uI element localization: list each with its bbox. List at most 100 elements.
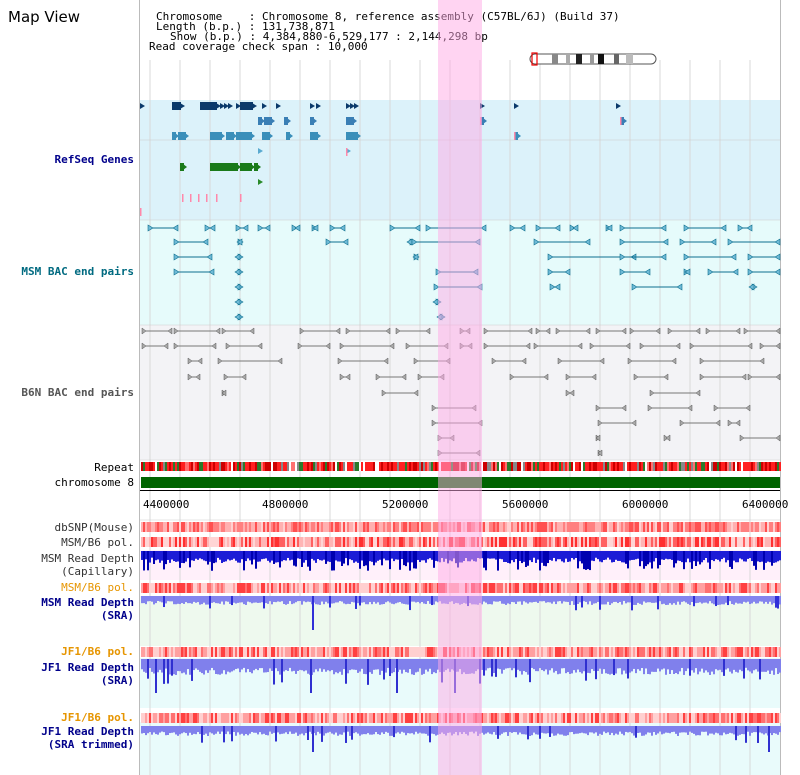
heat-cell bbox=[651, 583, 653, 593]
depth-bar bbox=[371, 596, 373, 605]
depth-bar bbox=[387, 551, 389, 561]
heat-cell bbox=[603, 713, 605, 723]
bac-end-left bbox=[257, 224, 264, 232]
heat-cell bbox=[429, 647, 431, 657]
depth-bar bbox=[203, 551, 205, 561]
depth-bar bbox=[581, 726, 583, 733]
depth-bar bbox=[601, 596, 603, 605]
heat-cell bbox=[337, 537, 339, 547]
heat-cell bbox=[509, 647, 511, 657]
heat-cell bbox=[543, 647, 545, 657]
depth-bar bbox=[611, 659, 613, 674]
depth-bar bbox=[255, 726, 257, 733]
repeat-element bbox=[249, 462, 251, 471]
depth-bar bbox=[265, 596, 267, 604]
depth-bar bbox=[769, 596, 771, 602]
depth-bar bbox=[385, 659, 387, 673]
gene-arrow bbox=[316, 103, 321, 109]
heat-cell bbox=[311, 537, 313, 547]
repeat-element bbox=[423, 462, 425, 471]
depth-bar bbox=[357, 659, 359, 673]
gene-exon bbox=[218, 163, 222, 171]
heat-cell bbox=[371, 522, 373, 532]
heat-cell bbox=[385, 522, 387, 532]
gene-arrow bbox=[514, 103, 519, 109]
depth-bar bbox=[697, 659, 699, 675]
repeat-element bbox=[507, 462, 509, 471]
depth-bar bbox=[301, 551, 303, 567]
depth-bar bbox=[615, 596, 617, 602]
depth-bar bbox=[673, 596, 675, 604]
heat-cell bbox=[509, 583, 511, 593]
depth-bar bbox=[287, 726, 289, 735]
repeat-element bbox=[503, 462, 505, 471]
selected-region-highlight[interactable] bbox=[438, 0, 482, 775]
depth-bar bbox=[267, 726, 269, 736]
depth-bar bbox=[675, 726, 677, 734]
b6n-end-left bbox=[705, 327, 711, 335]
heat-cell bbox=[167, 647, 169, 657]
depth-bar bbox=[601, 726, 603, 735]
depth-bar bbox=[165, 659, 167, 669]
repeat-element bbox=[425, 462, 427, 471]
depth-bar bbox=[227, 659, 229, 672]
heat-cell bbox=[291, 537, 293, 547]
heat-cell bbox=[321, 713, 323, 723]
depth-bar bbox=[427, 659, 429, 672]
heat-cell bbox=[239, 713, 241, 723]
heat-cell bbox=[351, 522, 353, 532]
heat-cell bbox=[273, 522, 275, 532]
heat-cell bbox=[723, 647, 725, 657]
depth-bar bbox=[233, 596, 235, 603]
heat-cell bbox=[637, 537, 639, 547]
heat-cell bbox=[685, 522, 687, 532]
heat-cell bbox=[559, 537, 561, 547]
depth-bar bbox=[759, 726, 761, 733]
heat-cell bbox=[725, 713, 727, 723]
depth-bar bbox=[289, 596, 291, 602]
b6n-end-right bbox=[597, 449, 603, 457]
coverage-value: 10,000 bbox=[327, 40, 368, 53]
heat-cell bbox=[239, 647, 241, 657]
heat-cell bbox=[605, 537, 607, 547]
depth-bar bbox=[339, 659, 341, 672]
depth-bar bbox=[145, 659, 147, 673]
depth-bar bbox=[649, 726, 651, 733]
heat-cell bbox=[243, 537, 245, 547]
heat-cell bbox=[767, 647, 769, 657]
depth-bar bbox=[349, 596, 351, 605]
heat-cell bbox=[653, 522, 655, 532]
depth-bar bbox=[289, 726, 291, 732]
heat-cell bbox=[689, 647, 691, 657]
depth-bar bbox=[203, 726, 205, 735]
depth-bar bbox=[597, 659, 599, 671]
heat-cell bbox=[625, 647, 627, 657]
depth-bar bbox=[497, 551, 499, 571]
heat-cell bbox=[679, 713, 681, 723]
heat-cell bbox=[761, 522, 763, 532]
heat-cell bbox=[235, 647, 237, 657]
depth-bar bbox=[531, 726, 533, 736]
depth-bar bbox=[347, 726, 349, 732]
depth-bar bbox=[559, 596, 561, 602]
depth-bar bbox=[527, 551, 529, 566]
depth-bar bbox=[385, 726, 387, 732]
gene-arrow bbox=[483, 118, 487, 124]
depth-bar bbox=[543, 596, 545, 602]
depth-bar bbox=[217, 659, 219, 675]
chromosome-ideogram[interactable] bbox=[528, 52, 658, 66]
heat-cell bbox=[317, 583, 319, 593]
depth-bar bbox=[383, 659, 385, 680]
depth-bar bbox=[261, 726, 263, 735]
heat-cell bbox=[273, 583, 275, 593]
repeat-element bbox=[365, 462, 367, 471]
repeat-element bbox=[355, 462, 357, 471]
depth-bar bbox=[355, 659, 357, 670]
depth-bar bbox=[737, 551, 739, 563]
depth-bar bbox=[633, 551, 635, 560]
depth-bar bbox=[251, 551, 253, 565]
heat-cell bbox=[313, 522, 315, 532]
gene-exon bbox=[204, 102, 209, 110]
repeat-element bbox=[361, 462, 363, 471]
